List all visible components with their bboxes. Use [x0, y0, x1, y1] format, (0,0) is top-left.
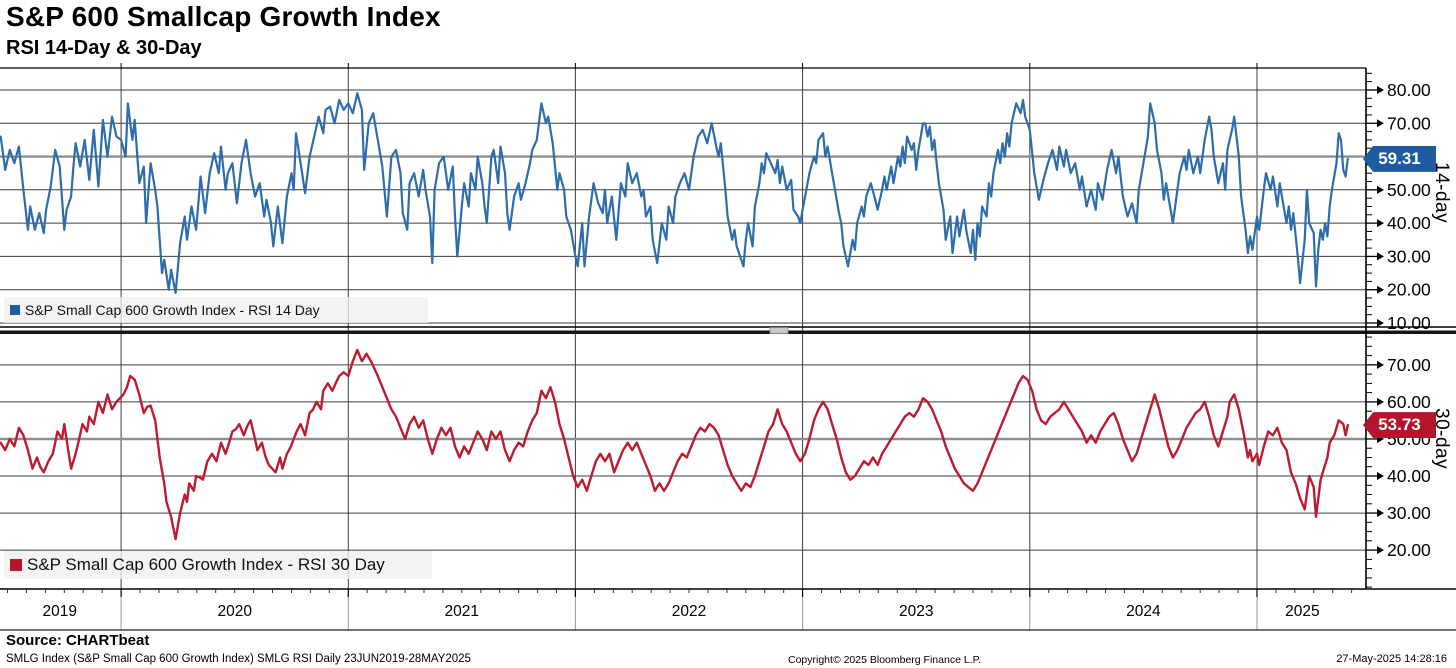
svg-text:40.00: 40.00 — [1387, 213, 1431, 233]
svg-text:40.00: 40.00 — [1387, 466, 1431, 486]
last-value-badge-14day: 59.31 — [1363, 145, 1436, 172]
y-axis-title-14day: 14-day — [1431, 162, 1452, 224]
svg-text:2022: 2022 — [672, 603, 706, 620]
svg-text:20.00: 20.00 — [1387, 540, 1431, 560]
svg-text:2019: 2019 — [42, 603, 76, 620]
legend-label: S&P Small Cap 600 Growth Index - RSI 30 … — [27, 555, 385, 574]
legend-swatch-red-icon — [10, 559, 22, 571]
page-title: S&P 600 Smallcap Growth Index — [6, 1, 441, 32]
svg-text:70.00: 70.00 — [1387, 113, 1431, 133]
ticker-details: SMLG Index (S&P Small Cap 600 Growth Ind… — [6, 653, 471, 665]
svg-text:10.00: 10.00 — [1387, 313, 1431, 333]
svg-text:30.00: 30.00 — [1387, 503, 1431, 523]
legend-rsi-30day: S&P Small Cap 600 Growth Index - RSI 30 … — [4, 551, 432, 579]
svg-text:50.00: 50.00 — [1387, 180, 1431, 200]
legend-label: S&P Small Cap 600 Growth Index - RSI 14 … — [25, 302, 320, 318]
svg-text:2025: 2025 — [1285, 603, 1319, 620]
svg-text:2023: 2023 — [899, 603, 933, 620]
svg-text:2024: 2024 — [1126, 603, 1161, 620]
copyright-label: Copyright© 2025 Bloomberg Finance L.P. — [788, 654, 982, 666]
svg-text:20.00: 20.00 — [1387, 280, 1431, 300]
svg-text:2020: 2020 — [217, 603, 252, 620]
last-value-badge-30day: 53.73 — [1363, 412, 1436, 439]
svg-text:60.00: 60.00 — [1387, 392, 1431, 412]
legend-swatch-blue-icon — [10, 305, 20, 315]
page-subtitle: RSI 14-Day & 30-Day — [6, 37, 202, 59]
svg-text:30.00: 30.00 — [1387, 246, 1431, 266]
svg-text:70.00: 70.00 — [1387, 355, 1431, 375]
legend-rsi-14day: S&P Small Cap 600 Growth Index - RSI 14 … — [4, 297, 428, 323]
source-label: Source: CHARTbeat — [6, 632, 150, 649]
svg-text:80.00: 80.00 — [1387, 80, 1431, 100]
y-axis-title-30day: 30-day — [1431, 408, 1452, 470]
timestamp-label: 27-May-2025 14:28:16 — [1336, 653, 1447, 665]
svg-text:2021: 2021 — [445, 603, 479, 620]
